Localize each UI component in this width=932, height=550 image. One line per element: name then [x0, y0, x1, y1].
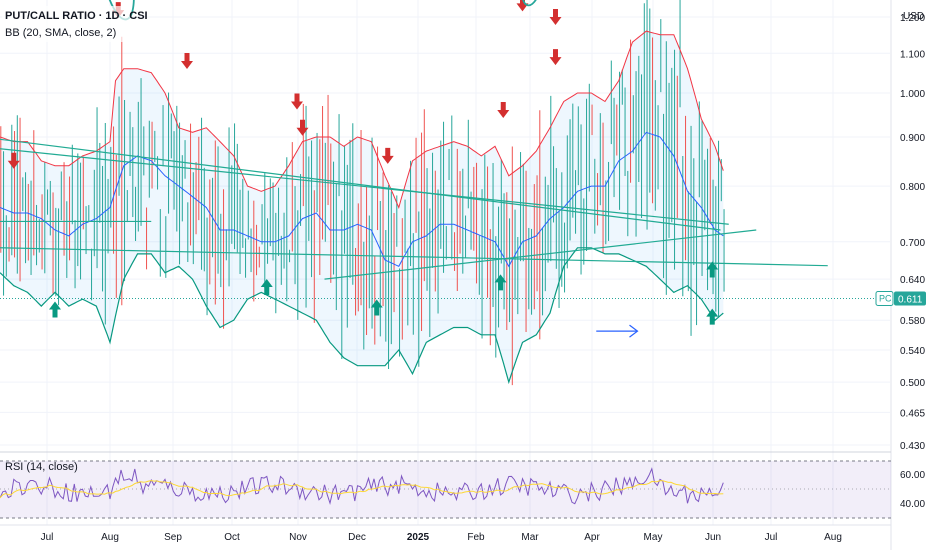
price-tick-label: 1.000 [900, 89, 925, 100]
price-tick-label: 0.540 [900, 346, 925, 357]
trendlines [0, 138, 828, 280]
trendline[interactable] [324, 229, 757, 280]
sell-signal-arrow-icon[interactable] [381, 147, 394, 164]
price-tick-label: 0.640 [900, 275, 925, 286]
price-tick-label: 1.200 [900, 13, 925, 24]
price-tick-label: 0.580 [900, 316, 925, 327]
candle-series [0, 0, 725, 386]
buy-signal-arrow-icon[interactable] [49, 301, 61, 318]
buy-signal-arrow-icon[interactable] [706, 261, 719, 278]
time-tick-label: Oct [224, 532, 240, 543]
time-tick-label: Aug [824, 532, 842, 543]
buy-signal-arrow-icon[interactable] [706, 308, 719, 325]
buy-signal-arrow-icon[interactable] [260, 279, 273, 296]
bb-basis-line [0, 131, 724, 268]
buy-signal-arrow-icon[interactable] [370, 299, 383, 316]
price-tick-label: 0.700 [900, 238, 925, 249]
horizontal-arrow-head-icon [629, 324, 639, 338]
price-axis-ticks[interactable]: 1.200 1.100 1.000 0.900 0.800 0.700 0.640 0.580… [900, 13, 925, 452]
signal-arrows [7, 0, 719, 325]
sell-signal-arrow-icon[interactable] [7, 152, 20, 169]
buy-signal-arrow-icon[interactable] [494, 274, 507, 291]
sell-signal-arrow-icon[interactable] [296, 119, 309, 136]
last-price-value-box [894, 291, 926, 306]
rsi-ma-line [0, 480, 724, 499]
rsi-tick-60: 60.00 [900, 470, 925, 481]
sell-signal-arrow-icon[interactable] [291, 93, 303, 110]
time-tick-label: May [644, 532, 663, 543]
rsi-tick-40: 40.00 [900, 499, 925, 510]
time-tick-label: Feb [467, 532, 485, 543]
sell-signal-arrow-icon[interactable] [549, 49, 562, 66]
symbol-title[interactable]: PUT/CALL RATIO · 1D · CSI [5, 10, 148, 22]
time-tick-label: Jun [705, 532, 721, 543]
price-tick-label: 0.430 [900, 441, 925, 452]
last-price-symbol-box [875, 290, 894, 306]
sell-signal-arrow-icon[interactable] [549, 9, 562, 25]
time-tick-label: Sep [164, 532, 182, 543]
grid-lines [0, 0, 890, 525]
sell-signal-arrow-icon[interactable] [516, 0, 529, 12]
last-price-symbol: PC [879, 293, 892, 303]
highlight-circle[interactable] [516, 0, 553, 7]
bollinger-legend[interactable]: BB (20, SMA, close, 2) [5, 27, 116, 39]
bb-lower-line [0, 247, 724, 385]
time-tick-label: Jul [41, 532, 54, 543]
time-tick-label: Jul [765, 532, 778, 543]
last-price-badge: PC 0.611 [0, 290, 926, 306]
price-tick-label: 0.800 [900, 182, 925, 193]
bb-upper-line [0, 30, 724, 210]
rsi-lines [0, 467, 724, 505]
legend-backdrop [2, 6, 130, 42]
trendline[interactable] [0, 138, 721, 231]
time-tick-label: Mar [521, 532, 539, 543]
sell-signal-arrow-icon[interactable] [181, 52, 193, 69]
price-tick-label: 0.465 [900, 408, 925, 419]
price-tick-label: 0.900 [900, 133, 925, 144]
time-tick-label: 2025 [407, 532, 430, 543]
last-price-value: 0.611 [898, 294, 923, 305]
rsi-title[interactable]: RSI (14, close) [5, 461, 78, 473]
sell-signal-arrow-icon[interactable] [497, 102, 510, 119]
trendline[interactable] [0, 148, 729, 225]
rsi-pane: RSI (14, close) 60.00 40.00 [0, 460, 925, 519]
time-tick-label: Nov [289, 532, 307, 543]
price-tick-label: 1.100 [900, 49, 925, 60]
rsi-line [0, 467, 724, 505]
time-axis-ticks[interactable]: Jul Aug Sep Oct Nov Dec 2025 Feb Mar Apr May Jun Jul… [41, 532, 842, 543]
time-tick-label: Dec [348, 532, 366, 543]
rsi-band-fill [0, 461, 891, 518]
bollinger-band-lines [0, 30, 724, 385]
currency-label: USD [903, 11, 924, 22]
price-tick-label: 0.500 [900, 378, 925, 389]
time-tick-label: Aug [101, 532, 119, 543]
time-tick-label: Apr [584, 532, 600, 543]
trendline[interactable] [0, 247, 828, 267]
